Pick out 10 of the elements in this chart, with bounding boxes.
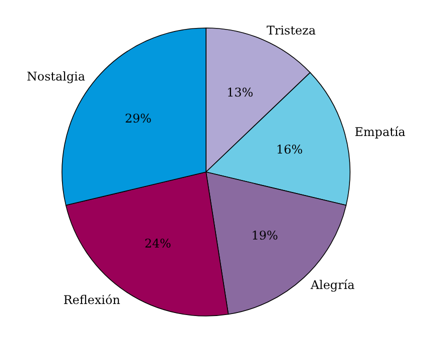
slice-label: Tristeza bbox=[266, 23, 316, 38]
data-label: 24% bbox=[144, 236, 172, 251]
slice-label: Nostalgia bbox=[26, 70, 86, 84]
slice-label: Empatía bbox=[354, 124, 406, 139]
slice-label: Reflexión bbox=[63, 292, 120, 307]
data-label: 16% bbox=[276, 142, 303, 156]
data-label: 13% bbox=[226, 86, 254, 100]
slice-label: Alegría bbox=[310, 278, 355, 292]
data-label: 19% bbox=[251, 228, 278, 242]
data-label: 29% bbox=[124, 111, 152, 126]
